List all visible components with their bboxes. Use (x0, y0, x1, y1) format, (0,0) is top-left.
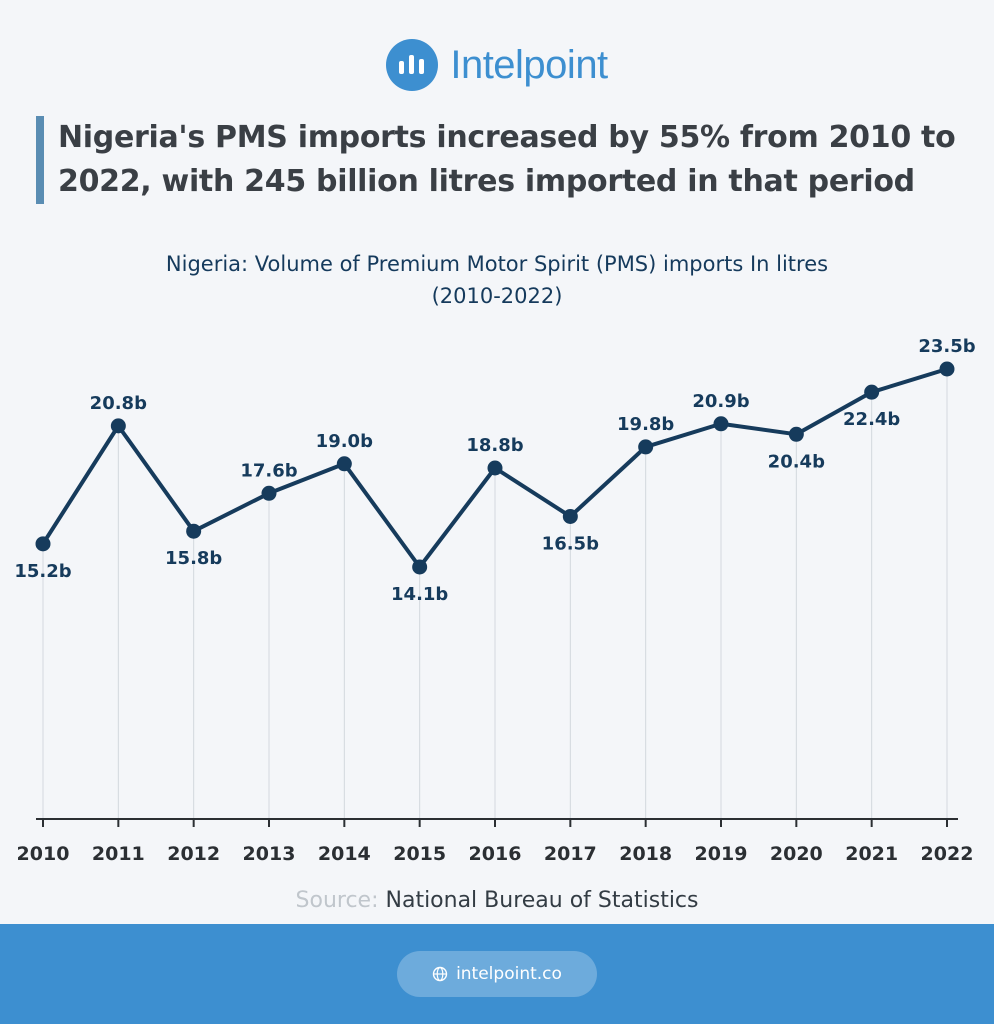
x-tick-label: 2012 (167, 843, 220, 865)
data-point (261, 485, 277, 501)
data-label: 16.5b (542, 533, 599, 554)
footer-bar: intelpoint.co (0, 924, 994, 1024)
data-point (336, 456, 352, 472)
data-label: 22.4b (843, 409, 900, 430)
data-point (939, 361, 955, 377)
data-point (412, 559, 428, 575)
globe-icon (432, 966, 448, 982)
data-label: 17.6b (240, 460, 297, 481)
x-tick-label: 2013 (243, 843, 296, 865)
data-point (35, 536, 51, 552)
brand-name: Intelpoint (450, 42, 608, 87)
x-tick-label: 2011 (92, 843, 145, 865)
data-label: 18.8b (466, 435, 523, 456)
source-label: Source: (295, 888, 379, 913)
x-tick-label: 2018 (619, 843, 672, 865)
source-note: Source: National Bureau of Statistics (0, 888, 994, 913)
x-tick-label: 2020 (770, 843, 823, 865)
x-tick-label: 2016 (469, 843, 522, 865)
source-text: National Bureau of Statistics (385, 888, 699, 913)
data-label: 15.8b (165, 548, 222, 569)
data-label: 20.8b (90, 393, 147, 414)
data-point (864, 384, 880, 400)
x-tick-label: 2022 (921, 843, 974, 865)
headline-text: Nigeria's PMS imports increased by 55% f… (58, 120, 956, 199)
data-label: 19.0b (316, 431, 373, 452)
x-tick-label: 2019 (695, 843, 748, 865)
x-tick-label: 2014 (318, 843, 371, 865)
x-tick-label: 2021 (845, 843, 898, 865)
data-label: 20.9b (692, 391, 749, 412)
chart-title: Nigeria: Volume of Premium Motor Spirit … (0, 248, 994, 312)
x-tick-label: 2015 (393, 843, 446, 865)
bar-chart-icon (386, 39, 439, 91)
data-point (788, 426, 804, 442)
headline: Nigeria's PMS imports increased by 55% f… (36, 116, 988, 204)
data-label: 20.4b (768, 451, 825, 472)
chart-subtitle: (2010-2022) (431, 284, 563, 308)
data-point (713, 416, 729, 432)
brand-logo: Intelpoint (0, 38, 994, 92)
line-chart: 2010 2011 2012 2013 2014 2015 2016 2017 2018 2019… (14, 336, 975, 865)
data-point (110, 418, 126, 434)
chart-title-text: Nigeria: Volume of Premium Motor Spirit … (165, 252, 829, 276)
data-label: 14.1b (391, 584, 448, 605)
data-point (186, 523, 202, 539)
data-point (562, 508, 578, 524)
website-link[interactable]: intelpoint.co (397, 951, 597, 997)
data-point (638, 439, 654, 455)
data-label: 23.5b (918, 336, 975, 357)
data-point (487, 460, 503, 476)
data-label: 15.2b (14, 561, 71, 582)
data-label: 19.8b (617, 414, 674, 435)
website-url: intelpoint.co (456, 964, 562, 984)
x-tick-label: 2010 (17, 843, 70, 865)
x-tick-label: 2017 (544, 843, 597, 865)
